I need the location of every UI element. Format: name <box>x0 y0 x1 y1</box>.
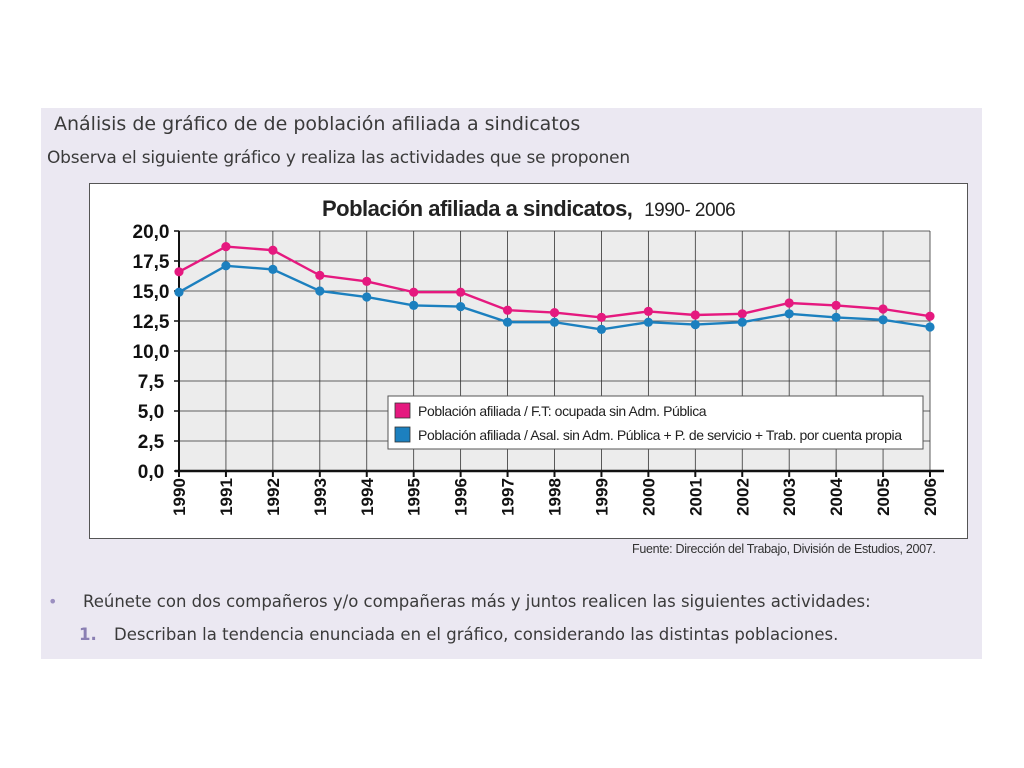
series-0-point <box>737 309 747 319</box>
series-0-point <box>690 310 700 320</box>
step-text: Describan la tendencia enunciada en el g… <box>114 625 839 644</box>
series-0-point <box>268 245 278 255</box>
legend-swatch <box>394 426 411 443</box>
line-chart: Población afiliada a sindicatos, 1990- 2… <box>133 196 944 516</box>
chart-title: Población afiliada a sindicatos, 1990- 2… <box>322 196 735 221</box>
x-tick-label: 2002 <box>733 478 752 516</box>
series-1-point <box>409 300 419 310</box>
series-0-point <box>502 305 513 315</box>
x-tick-label: 1992 <box>264 478 283 516</box>
series-1-point <box>221 261 231 271</box>
series-0-point <box>596 312 607 322</box>
series-1-point <box>925 322 935 332</box>
y-tick-label: 12,5 <box>133 312 170 333</box>
chart-source: Fuente: Dirección del Trabajo, División … <box>632 542 936 556</box>
series <box>174 242 935 334</box>
x-tick-label: 1991 <box>217 478 236 516</box>
y-tick-label: 20,0 <box>133 222 170 243</box>
series-0-point <box>643 306 653 316</box>
series-0-point <box>362 276 372 286</box>
x-tick-label: 1998 <box>546 478 565 516</box>
y-tick-label: 0,0 <box>138 462 164 483</box>
y-tick-label: 10,0 <box>133 342 170 363</box>
series-0-point <box>221 242 231 252</box>
series-1-point <box>456 302 466 312</box>
series-0-point <box>174 267 184 277</box>
series-1-point <box>690 320 700 330</box>
x-tick-label: 1999 <box>592 478 611 516</box>
chart-title-years: 1990- 2006 <box>644 200 735 221</box>
series-1-point <box>831 312 841 322</box>
series-1-point <box>502 317 513 327</box>
series-1-point <box>268 264 278 274</box>
series-1-point <box>315 286 325 296</box>
y-tick-label: 2,5 <box>138 432 165 453</box>
step-number: 1. <box>79 625 97 644</box>
y-tick-label: 17,5 <box>133 252 170 273</box>
x-tick-label: 1995 <box>405 478 424 516</box>
series-0-point <box>925 311 935 321</box>
legend: Población afiliada / F.T: ocupada sin Ad… <box>387 395 924 450</box>
x-tick-label: 1994 <box>358 478 377 516</box>
series-1-point <box>596 324 607 334</box>
x-tick-label: 1997 <box>499 478 518 516</box>
page-heading: Análisis de gráfico de de población afil… <box>54 113 581 135</box>
bullet-icon: • <box>48 592 58 611</box>
series-0-point <box>784 298 794 308</box>
y-tick-labels: 0,0 2,5 5,0 7,5 10,0 12,5 15,0 17,5 20,0 <box>133 222 170 483</box>
series-1-point <box>643 317 653 327</box>
legend-swatch <box>394 402 411 419</box>
series-0-point <box>878 304 888 314</box>
y-tick-label: 15,0 <box>133 282 170 303</box>
series-0-point <box>831 300 841 310</box>
x-tick-label: 2004 <box>827 478 846 516</box>
legend-label: Población afiliada / Asal. sin Adm. Públ… <box>418 427 902 443</box>
x-tick-label: 2001 <box>686 478 705 516</box>
series-0-point <box>456 287 466 297</box>
series-1-point <box>737 317 747 327</box>
series-0-point <box>315 270 325 280</box>
x-tick-label: 2003 <box>780 478 799 516</box>
series-1-point <box>784 309 794 319</box>
x-tick-label: 1996 <box>452 478 471 516</box>
series-1-point <box>878 315 888 325</box>
series-1-point <box>362 292 372 302</box>
legend-label: Población afiliada / F.T: ocupada sin Ad… <box>418 403 707 419</box>
x-tick-label: 1990 <box>170 478 189 516</box>
series-1-point <box>549 317 560 327</box>
series-0-point <box>549 308 560 318</box>
series-1-point <box>174 287 184 297</box>
x-tick-label: 2005 <box>874 478 893 516</box>
x-tick-label: 2000 <box>639 478 658 516</box>
x-tick-label: 2006 <box>921 478 940 516</box>
legend-box <box>387 395 924 450</box>
x-tick-labels: 1990 1991 1992 1993 1994 1995 1996 1997 1998 1999… <box>170 478 940 516</box>
y-tick-label: 5,0 <box>138 402 164 423</box>
page-subheading: Observa el siguiente gráfico y realiza l… <box>47 148 630 168</box>
chart-title-main: Población afiliada a sindicatos, <box>322 196 632 221</box>
activity-intro-text: Reúnete con dos compañeros y/o compañera… <box>83 592 871 611</box>
series-0-point <box>409 287 419 297</box>
y-tick-label: 7,5 <box>138 372 165 393</box>
x-tick-label: 1993 <box>311 478 330 516</box>
